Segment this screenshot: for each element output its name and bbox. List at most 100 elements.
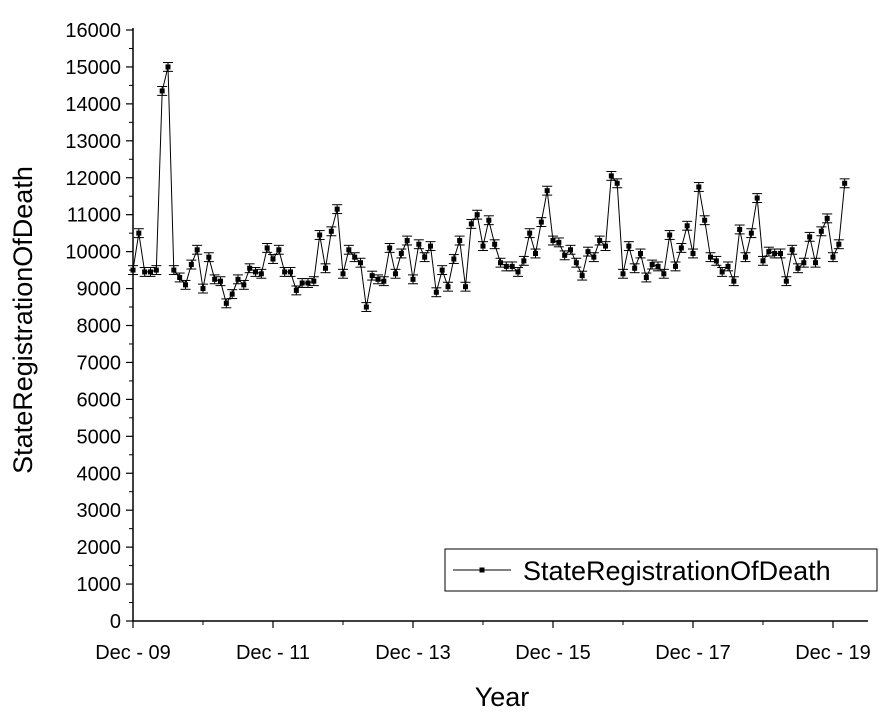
data-marker [667,232,673,238]
data-marker [218,278,223,284]
x-axis: Dec - 09 Dec - 11 Dec - 13 Dec - 15 Dec - 17… [95,621,871,664]
data-marker [690,250,696,256]
data-point [699,215,710,226]
data-point [238,279,249,290]
data-marker [398,250,404,256]
data-marker [142,269,148,275]
data-point [314,230,325,240]
data-point [472,209,483,220]
data-marker [235,276,241,282]
data-marker [369,273,375,279]
data-point [600,241,611,252]
data-point [623,241,634,252]
data-point [658,268,669,279]
data-marker [550,238,556,244]
data-point [355,257,366,268]
y-tick-label: 16000 [65,20,121,42]
data-point [408,274,418,285]
data-marker [754,195,760,201]
data-point [180,279,191,290]
data-point [536,217,547,228]
data-marker [789,247,795,253]
data-point [641,272,652,283]
data-point [688,248,698,259]
y-tick-label: 3000 [77,500,122,522]
data-marker [148,269,153,275]
x-tick-label: Dec - 13 [375,642,451,664]
data-point [606,170,617,181]
data-point [693,182,704,192]
data-point [781,276,792,287]
x-tick-label: Dec - 19 [795,642,871,664]
data-marker [486,217,492,223]
data-marker [801,260,807,266]
data-point [448,254,459,264]
data-marker [778,250,783,256]
data-point [431,287,442,298]
data-marker [200,286,206,292]
data-marker [474,212,480,218]
data-marker [358,260,363,266]
data-point [268,254,278,264]
data-point [804,231,815,242]
data-point [763,246,774,257]
data-marker [620,271,626,277]
data-marker [159,88,165,94]
data-point [378,276,389,287]
data-marker [305,280,311,286]
data-point [571,257,582,268]
data-point [128,265,138,276]
data-marker [760,258,766,264]
data-marker [638,250,643,256]
data-point [833,239,844,250]
data-point [151,265,162,276]
data-marker [515,269,521,275]
data-marker [684,223,690,229]
data-marker [428,243,433,249]
data-marker [153,267,159,273]
data-marker [451,256,457,262]
data-point [203,252,214,263]
y-tick-label: 9000 [77,279,122,301]
data-point [542,185,553,196]
data-point [256,268,267,279]
data-marker [264,245,270,251]
y-tick-label: 2000 [77,537,122,559]
data-marker [568,247,573,253]
data-marker [597,238,603,244]
data-point [647,259,658,270]
data-point [483,215,494,226]
data-point [478,241,488,252]
data-point [670,261,681,272]
y-tick-label: 1000 [77,574,122,596]
data-marker [556,239,562,245]
data-point [711,255,722,266]
data-marker [136,230,142,236]
data-marker [562,252,568,258]
data-marker [270,256,276,262]
data-marker [171,267,177,273]
data-marker [299,280,305,286]
y-tick-label: 15000 [65,57,121,79]
data-point [466,218,477,229]
data-point [198,283,208,294]
y-tick-label: 14000 [65,94,121,116]
legend-box [444,548,878,592]
data-point [338,268,348,279]
y-axis-title: StateRegistrationOfDeath [8,166,38,474]
data-point [361,302,372,312]
data-marker [177,274,183,280]
data-point [746,228,757,239]
data-marker [731,278,737,284]
data-marker [480,243,486,249]
data-marker [328,228,334,234]
data-marker [830,254,836,260]
data-marker [381,278,387,284]
data-marker [813,260,818,266]
data-marker [713,258,719,264]
data-point [787,244,798,255]
data-marker [439,267,445,273]
data-marker [626,243,632,249]
data-point [174,272,185,283]
